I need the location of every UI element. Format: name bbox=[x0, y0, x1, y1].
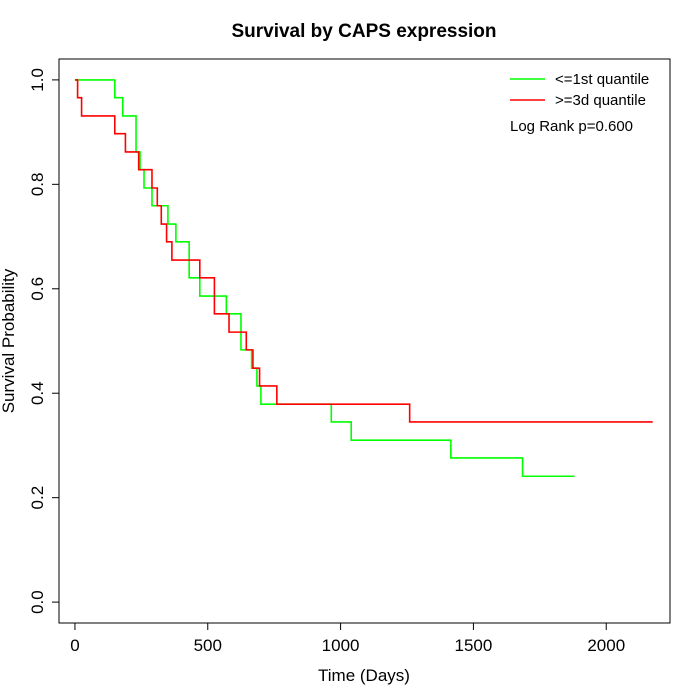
x-tick-label: 500 bbox=[194, 636, 222, 655]
legend-label-1: <=1st quantile bbox=[555, 71, 649, 88]
x-axis: 0 500 1000 1500 2000 bbox=[70, 622, 625, 655]
y-tick-label: 0.0 bbox=[28, 590, 47, 614]
y-tick-label: 0.2 bbox=[28, 486, 47, 510]
series-layer bbox=[74, 79, 653, 478]
y-tick-label: 0.8 bbox=[28, 173, 47, 197]
x-tick-label: 1500 bbox=[455, 636, 493, 655]
y-tick-label: 0.4 bbox=[28, 381, 47, 405]
y-tick-label: 1.0 bbox=[28, 68, 47, 92]
chart-title: Survival by CAPS expression bbox=[231, 21, 496, 42]
y-axis: 0.0 0.2 0.4 0.6 0.8 1.0 bbox=[28, 68, 60, 614]
series-line-1 bbox=[74, 79, 575, 478]
plot-frame bbox=[58, 58, 671, 624]
series-line-2 bbox=[74, 79, 653, 423]
log-rank-annotation: Log Rank p=0.600 bbox=[510, 118, 633, 135]
y-axis-label: Survival Probability bbox=[0, 268, 18, 413]
legend-label-2: >=3d quantile bbox=[555, 92, 646, 109]
legend: <=1st quantile >=3d quantile bbox=[510, 71, 649, 109]
x-tick-label: 2000 bbox=[587, 636, 625, 655]
x-tick-label: 1000 bbox=[322, 636, 360, 655]
x-axis-label: Time (Days) bbox=[318, 666, 410, 685]
y-tick-label: 0.6 bbox=[28, 277, 47, 301]
x-tick-label: 0 bbox=[70, 636, 79, 655]
